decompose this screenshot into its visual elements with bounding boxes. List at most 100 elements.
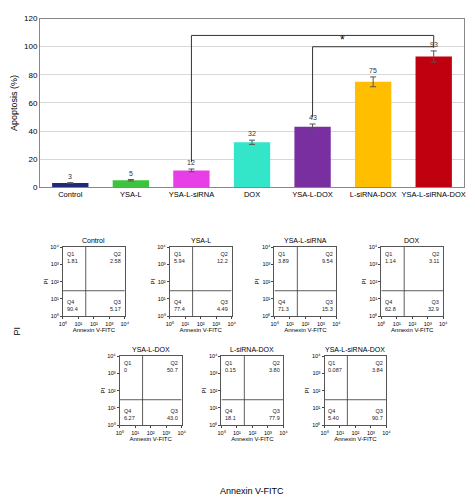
- svg-text:Q315.3: Q315.3: [322, 299, 333, 312]
- svg-text:PI: PI: [43, 279, 49, 285]
- svg-text:10²: 10²: [51, 279, 59, 285]
- svg-text:YSA-L-DOX: YSA-L-DOX: [292, 190, 332, 199]
- svg-text:DOX: DOX: [244, 190, 260, 199]
- svg-text:Q23.11: Q23.11: [429, 251, 439, 264]
- svg-text:Q471.3: Q471.3: [278, 299, 289, 312]
- svg-text:Q10: Q10: [124, 360, 131, 373]
- svg-text:PI: PI: [12, 327, 22, 336]
- svg-text:10⁴: 10⁴: [177, 430, 186, 436]
- svg-text:10¹: 10¹: [393, 321, 401, 327]
- svg-text:Apoptosis (%): Apoptosis (%): [9, 75, 19, 131]
- svg-text:5: 5: [129, 170, 133, 177]
- svg-text:10⁴: 10⁴: [209, 353, 218, 359]
- svg-text:YSA-L: YSA-L: [191, 237, 211, 244]
- svg-text:10⁴: 10⁴: [121, 321, 130, 327]
- svg-text:YSA-L-DOX: YSA-L-DOX: [132, 346, 170, 353]
- svg-text:10²: 10²: [90, 321, 98, 327]
- svg-text:10²: 10²: [147, 430, 155, 436]
- svg-text:10³: 10³: [264, 430, 272, 436]
- svg-text:L-siRNA-DOX: L-siRNA-DOX: [230, 346, 274, 353]
- svg-text:10³: 10³: [369, 261, 377, 267]
- svg-text:10²: 10²: [301, 321, 309, 327]
- svg-text:Q212.2: Q212.2: [217, 251, 228, 264]
- svg-text:Control: Control: [82, 237, 105, 244]
- svg-text:10¹: 10¹: [108, 405, 116, 411]
- svg-text:20: 20: [28, 155, 37, 164]
- svg-text:Q46.27: Q46.27: [124, 408, 135, 421]
- svg-text:10⁴: 10⁴: [107, 353, 116, 359]
- svg-text:10⁰: 10⁰: [107, 422, 115, 428]
- svg-text:10⁰: 10⁰: [369, 313, 377, 319]
- svg-text:10¹: 10¹: [286, 321, 294, 327]
- svg-text:10¹: 10¹: [74, 321, 82, 327]
- svg-text:10⁰: 10⁰: [116, 430, 124, 436]
- svg-text:10¹: 10¹: [181, 321, 189, 327]
- svg-text:10²: 10²: [312, 388, 320, 394]
- svg-text:PI: PI: [201, 387, 207, 393]
- svg-text:10⁰: 10⁰: [312, 422, 320, 428]
- svg-text:YSA-L-siRNA-DOX: YSA-L-siRNA-DOX: [325, 346, 385, 353]
- svg-text:10⁰: 10⁰: [270, 321, 278, 327]
- svg-text:10²: 10²: [369, 279, 377, 285]
- svg-text:Annexin V-FITC: Annexin V-FITC: [180, 327, 223, 333]
- svg-text:10⁴: 10⁴: [262, 244, 271, 250]
- svg-text:Q35.17: Q35.17: [110, 299, 121, 312]
- svg-text:10⁰: 10⁰: [217, 430, 225, 436]
- svg-text:43: 43: [309, 114, 317, 121]
- svg-text:10¹: 10¹: [51, 296, 59, 302]
- svg-text:PI: PI: [361, 279, 367, 285]
- svg-text:Q29.54: Q29.54: [322, 251, 333, 264]
- svg-text:DOX: DOX: [404, 237, 420, 244]
- svg-text:Q343.0: Q343.0: [167, 408, 178, 421]
- svg-text:10¹: 10¹: [158, 296, 166, 302]
- svg-text:Q390.7: Q390.7: [372, 408, 383, 421]
- svg-text:10³: 10³: [367, 430, 375, 436]
- svg-text:Annexin V-FITC: Annexin V-FITC: [334, 436, 377, 442]
- svg-text:Q418.1: Q418.1: [225, 408, 236, 421]
- svg-text:Annexin V-FITC: Annexin V-FITC: [73, 327, 116, 333]
- svg-text:10⁴: 10⁴: [50, 244, 59, 250]
- svg-text:PI: PI: [100, 387, 106, 393]
- svg-text:Q11.14: Q11.14: [385, 251, 396, 264]
- svg-text:10⁰: 10⁰: [59, 321, 67, 327]
- svg-text:40: 40: [28, 127, 37, 136]
- svg-text:Annexin V-FITC: Annexin V-FITC: [231, 436, 274, 442]
- svg-text:10²: 10²: [158, 279, 166, 285]
- svg-text:10³: 10³: [162, 430, 170, 436]
- svg-text:10⁴: 10⁴: [382, 430, 391, 436]
- svg-text:PI: PI: [304, 387, 310, 393]
- svg-text:10⁰: 10⁰: [51, 313, 59, 319]
- svg-text:10²: 10²: [351, 430, 359, 436]
- svg-text:Q13.89: Q13.89: [278, 251, 289, 264]
- svg-text:75: 75: [369, 67, 377, 74]
- svg-text:10⁴: 10⁴: [439, 321, 448, 327]
- svg-text:10⁴: 10⁴: [157, 244, 166, 250]
- svg-text:10²: 10²: [209, 388, 217, 394]
- svg-text:10³: 10³: [212, 321, 220, 327]
- svg-text:Q23.80: Q23.80: [269, 360, 280, 373]
- svg-text:Q10.15: Q10.15: [225, 360, 236, 373]
- svg-text:10⁴: 10⁴: [369, 244, 378, 250]
- svg-text:YSA-L-siRNA: YSA-L-siRNA: [284, 237, 327, 244]
- svg-text:Q462.8: Q462.8: [385, 299, 396, 312]
- svg-text:10³: 10³: [424, 321, 432, 327]
- svg-text:10¹: 10¹: [369, 296, 377, 302]
- svg-text:10³: 10³: [209, 370, 217, 376]
- svg-text:10⁰: 10⁰: [262, 313, 270, 319]
- svg-text:Q477.4: Q477.4: [174, 299, 185, 312]
- svg-text:10⁴: 10⁴: [227, 321, 236, 327]
- svg-text:Q250.7: Q250.7: [167, 360, 178, 373]
- svg-text:100: 100: [24, 42, 38, 51]
- svg-text:10⁰: 10⁰: [166, 321, 174, 327]
- svg-text:10¹: 10¹: [209, 405, 217, 411]
- svg-text:60: 60: [28, 99, 37, 108]
- svg-text:12: 12: [187, 159, 195, 166]
- svg-text:10⁰: 10⁰: [377, 321, 385, 327]
- svg-text:YSA-L: YSA-L: [120, 190, 142, 199]
- svg-text:Q45.40: Q45.40: [328, 408, 339, 421]
- svg-text:10¹: 10¹: [233, 430, 241, 436]
- svg-text:Q34.49: Q34.49: [217, 299, 228, 312]
- svg-text:Control: Control: [58, 190, 83, 199]
- svg-text:0: 0: [33, 183, 38, 192]
- svg-text:Q10.087: Q10.087: [328, 360, 342, 373]
